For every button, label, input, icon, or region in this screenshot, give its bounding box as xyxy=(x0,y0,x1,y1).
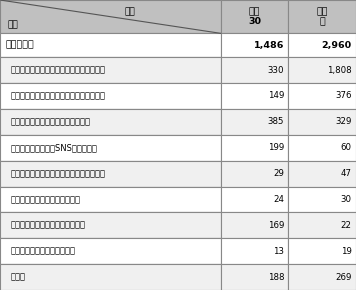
Text: インターネットバンキングでの不正送金等: インターネットバンキングでの不正送金等 xyxy=(11,66,106,75)
Bar xyxy=(0,135,221,161)
Text: 2,960: 2,960 xyxy=(321,41,352,50)
Text: インターネットショッピングでの不正購入: インターネットショッピングでの不正購入 xyxy=(11,91,106,100)
Text: 169: 169 xyxy=(268,221,284,230)
Bar xyxy=(288,161,356,186)
Bar xyxy=(0,212,221,238)
Bar xyxy=(288,135,356,161)
Bar xyxy=(221,135,288,161)
Bar xyxy=(0,238,221,264)
Bar xyxy=(221,33,288,57)
Text: 1,486: 1,486 xyxy=(254,41,284,50)
Bar xyxy=(0,238,221,264)
Bar xyxy=(0,161,221,186)
Text: 47: 47 xyxy=(341,169,352,178)
Text: 30: 30 xyxy=(341,195,352,204)
Text: 合計（件）: 合計（件） xyxy=(5,41,34,50)
Text: 29: 29 xyxy=(273,169,284,178)
Bar xyxy=(0,212,221,238)
Text: オンラインゲーム・SNSの不正操作: オンラインゲーム・SNSの不正操作 xyxy=(11,143,98,152)
Text: 1,808: 1,808 xyxy=(327,66,352,75)
Text: インターネット・オークションの不正操作: インターネット・オークションの不正操作 xyxy=(11,169,106,178)
Text: 令和
元: 令和 元 xyxy=(316,7,328,26)
Bar xyxy=(288,212,356,238)
Bar xyxy=(0,264,221,290)
Text: 269: 269 xyxy=(335,273,352,282)
Bar xyxy=(0,264,221,290)
Bar xyxy=(0,57,221,83)
Text: 暗号資産交換業者等での不正送信: 暗号資産交換業者等での不正送信 xyxy=(11,221,86,230)
Bar xyxy=(0,186,221,212)
Text: 385: 385 xyxy=(268,117,284,126)
Bar xyxy=(0,83,221,109)
Text: 376: 376 xyxy=(335,91,352,100)
Bar xyxy=(221,0,288,33)
Bar xyxy=(288,83,356,109)
Text: 199: 199 xyxy=(268,143,284,152)
Bar xyxy=(288,57,356,83)
Text: その他: その他 xyxy=(11,273,26,282)
Bar xyxy=(0,109,221,135)
Bar xyxy=(0,186,221,212)
Text: 24: 24 xyxy=(273,195,284,204)
Bar xyxy=(288,0,356,33)
Bar xyxy=(0,83,221,109)
Bar xyxy=(0,33,221,57)
Text: 22: 22 xyxy=(341,221,352,230)
Text: ウェブサイトの改ざん・消去: ウェブサイトの改ざん・消去 xyxy=(11,247,76,256)
Text: 区分: 区分 xyxy=(7,20,18,29)
Bar xyxy=(0,135,221,161)
Bar xyxy=(221,212,288,238)
Bar xyxy=(288,33,356,57)
Bar xyxy=(0,161,221,186)
Bar xyxy=(288,238,356,264)
Text: 13: 13 xyxy=(273,247,284,256)
Bar xyxy=(288,109,356,135)
Text: 19: 19 xyxy=(341,247,352,256)
Bar xyxy=(221,238,288,264)
Bar xyxy=(221,83,288,109)
Bar xyxy=(0,57,221,83)
Bar xyxy=(0,109,221,135)
Bar xyxy=(221,57,288,83)
Bar xyxy=(221,264,288,290)
Text: 知人になりすましての情報発信: 知人になりすましての情報発信 xyxy=(11,195,81,204)
Text: 188: 188 xyxy=(268,273,284,282)
Bar xyxy=(221,109,288,135)
Text: 平成
30: 平成 30 xyxy=(248,7,261,26)
Text: 149: 149 xyxy=(268,91,284,100)
Text: 年次: 年次 xyxy=(125,7,135,16)
Text: 329: 329 xyxy=(335,117,352,126)
Bar xyxy=(0,0,221,33)
Text: メールの盗み見等の情報の不正入手: メールの盗み見等の情報の不正入手 xyxy=(11,117,91,126)
Text: 60: 60 xyxy=(341,143,352,152)
Bar xyxy=(221,186,288,212)
Bar xyxy=(288,186,356,212)
Bar xyxy=(288,264,356,290)
Bar xyxy=(221,161,288,186)
Text: 330: 330 xyxy=(268,66,284,75)
